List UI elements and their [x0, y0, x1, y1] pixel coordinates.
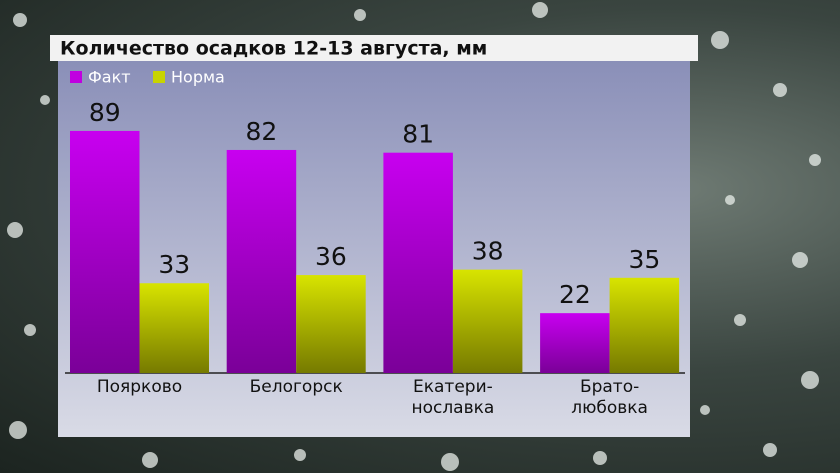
value-label: 35 — [628, 245, 660, 274]
bar — [70, 130, 140, 373]
value-label: 36 — [315, 242, 347, 271]
rain-drops — [7, 2, 821, 471]
value-label: 22 — [559, 280, 591, 309]
value-label: 33 — [158, 250, 190, 279]
value-label: 81 — [402, 120, 434, 149]
title-bar — [50, 35, 698, 61]
bar — [226, 149, 297, 373]
legend-swatch — [153, 71, 165, 83]
legend-label: Факт — [88, 68, 131, 87]
value-label: 38 — [472, 237, 504, 266]
bar — [139, 283, 209, 373]
x-tick-label: Екатери- нославка — [411, 377, 495, 418]
x-tick-label: Брато- любовка — [571, 377, 648, 418]
value-label: 89 — [89, 98, 121, 127]
value-label: 82 — [246, 117, 278, 146]
bar — [540, 313, 610, 373]
legend-swatch — [70, 71, 82, 83]
x-tick-label: Белогорск — [249, 377, 343, 397]
bar — [383, 152, 453, 373]
x-tick-label: Поярково — [96, 377, 183, 397]
legend-label: Норма — [171, 68, 225, 87]
chart-title: Количество осадков 12-13 августа, мм — [60, 38, 487, 60]
bar — [452, 269, 523, 373]
panel — [58, 61, 690, 437]
bar — [609, 277, 680, 373]
bar — [296, 275, 366, 373]
